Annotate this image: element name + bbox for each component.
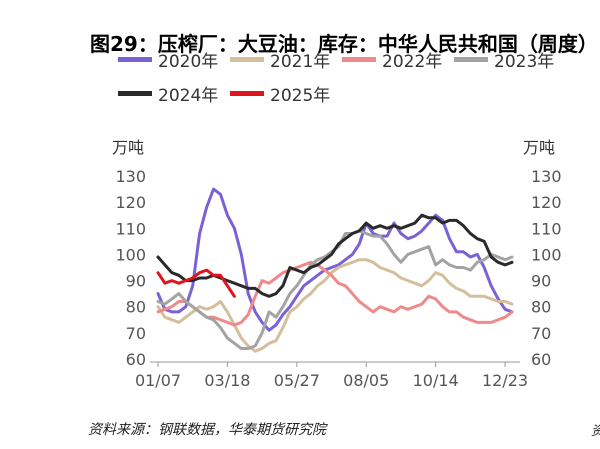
y-tick-label-left: 60 bbox=[126, 350, 146, 369]
legend-item: 2025年 bbox=[230, 76, 342, 110]
y-tick-label-right: 90 bbox=[531, 272, 551, 291]
legend-item: 2020年 bbox=[118, 42, 230, 76]
series-line bbox=[156, 187, 514, 332]
left-axis-unit: 万吨 bbox=[112, 138, 145, 157]
source-note: 资料来源：钢联数据，华泰期货研究院 bbox=[88, 422, 326, 438]
x-tick-label: 05/27 bbox=[274, 371, 320, 390]
legend-swatch bbox=[118, 90, 152, 96]
edge-mark: 资 bbox=[591, 420, 600, 439]
legend-label: 2023年 bbox=[494, 51, 555, 72]
legend-swatch bbox=[454, 56, 488, 62]
legend-label: 2024年 bbox=[158, 85, 219, 106]
y-tick-label-left: 70 bbox=[126, 324, 146, 343]
legend-label: 2020年 bbox=[158, 51, 219, 72]
series-line bbox=[156, 213, 514, 298]
y-tick-label-right: 100 bbox=[531, 245, 562, 264]
legend-swatch bbox=[230, 90, 264, 96]
legend-swatch bbox=[118, 56, 152, 62]
x-tick-label: 03/18 bbox=[204, 371, 250, 390]
y-tick-label-left: 90 bbox=[126, 272, 146, 291]
legend-swatch bbox=[342, 56, 376, 62]
y-tick-label-left: 120 bbox=[115, 193, 146, 212]
y-tick-label-left: 130 bbox=[115, 167, 146, 186]
y-tick-label-left: 110 bbox=[115, 219, 146, 238]
legend-item: 2024年 bbox=[118, 76, 230, 110]
series-line bbox=[156, 258, 514, 353]
legend-swatch bbox=[230, 56, 264, 62]
chart-title: 图29：压榨厂：大豆油：库存：中华人民共和国（周度） bbox=[90, 32, 598, 56]
y-tick-label-right: 130 bbox=[531, 167, 562, 186]
y-tick-label-right: 80 bbox=[531, 298, 551, 317]
x-tick-label: 12/23 bbox=[482, 371, 528, 390]
legend-item: 2021年 bbox=[230, 42, 342, 76]
legend-item: 2022年 bbox=[342, 42, 454, 76]
series-line bbox=[156, 268, 236, 298]
y-tick-label-left: 100 bbox=[115, 245, 146, 264]
y-tick-label-right: 120 bbox=[531, 193, 562, 212]
series-line bbox=[156, 260, 514, 327]
x-tick-label: 10/14 bbox=[413, 371, 459, 390]
legend-item: 2023年 bbox=[454, 42, 566, 76]
legend-label: 2025年 bbox=[270, 85, 331, 106]
y-tick-label-right: 60 bbox=[531, 350, 551, 369]
y-tick-label-left: 80 bbox=[126, 298, 146, 317]
y-tick-label-right: 70 bbox=[531, 324, 551, 343]
x-tick-label: 01/07 bbox=[135, 371, 181, 390]
legend-label: 2021年 bbox=[270, 51, 331, 72]
x-tick-label: 08/05 bbox=[343, 371, 389, 390]
chart-legend: 2020年 2021年 2022年 2023年 2024年 2025年 bbox=[118, 42, 588, 110]
right-axis-unit: 万吨 bbox=[523, 138, 556, 157]
legend-label: 2022年 bbox=[382, 51, 443, 72]
y-tick-label-right: 110 bbox=[531, 219, 562, 238]
